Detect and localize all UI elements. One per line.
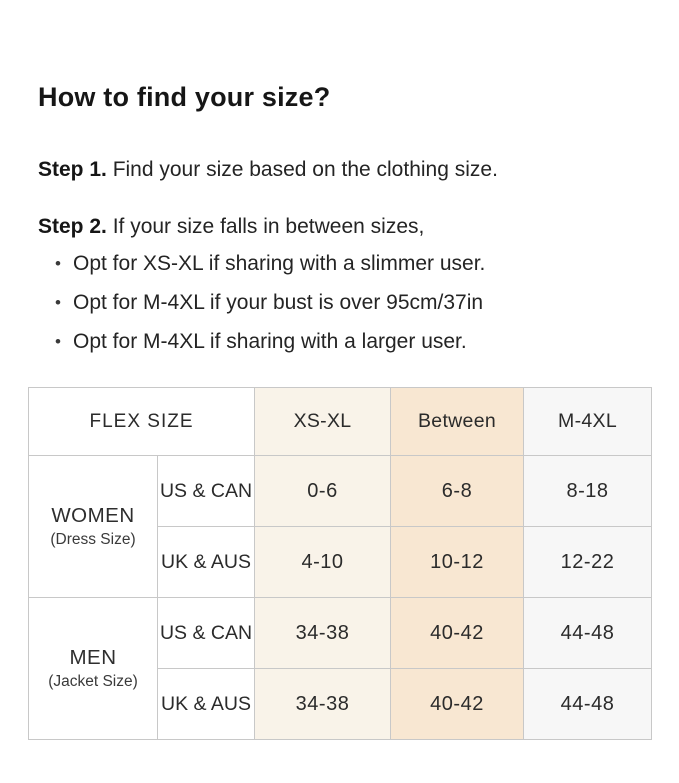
step-1-text: Find your size based on the clothing siz… [106, 158, 498, 181]
group-subtitle: (Jacket Size) [48, 673, 138, 690]
size-value-cell: 8-18 [523, 455, 652, 527]
group-cell-women: WOMEN (Dress Size) [28, 455, 158, 598]
list-item: • Opt for M-4XL if sharing with a larger… [55, 330, 649, 354]
flex-size-header-cell: FLEX SIZE [28, 387, 255, 456]
group-name: MEN [69, 646, 117, 669]
bullet-text: Opt for M-4XL if sharing with a larger u… [73, 330, 467, 353]
region-cell: UK & AUS [157, 668, 255, 740]
table-header-row: FLEX SIZE XS-XL Between M-4XL [28, 387, 652, 456]
table-row: UK & AUS 34-38 40-42 44-48 [29, 668, 652, 740]
step-2-label: Step 2. [38, 215, 107, 238]
bullet-icon: • [55, 254, 61, 273]
list-item: • Opt for XS-XL if sharing with a slimme… [55, 252, 649, 276]
bullet-text: Opt for XS-XL if sharing with a slimmer … [73, 252, 486, 275]
size-value-cell: 44-48 [523, 668, 652, 740]
page-title: How to find your size? [38, 82, 331, 112]
group-subtitle: (Dress Size) [50, 531, 136, 548]
size-chart-table: FLEX SIZE XS-XL Between M-4XL WOMEN (Dre… [28, 387, 652, 740]
size-value-cell: 6-8 [390, 455, 524, 527]
step-2-bullet-list: • Opt for XS-XL if sharing with a slimme… [38, 252, 649, 354]
table-row: UK & AUS 4-10 10-12 12-22 [29, 526, 652, 598]
size-value-cell: 4-10 [254, 526, 391, 598]
size-value-cell: 34-38 [254, 668, 391, 740]
size-value-cell: 0-6 [254, 455, 391, 527]
step-1-label: Step 1. [38, 158, 107, 181]
column-header-m-4xl: M-4XL [523, 387, 652, 456]
size-value-cell: 40-42 [390, 668, 524, 740]
bullet-icon: • [55, 293, 61, 312]
column-header-xs-xl: XS-XL [254, 387, 391, 456]
size-value-cell: 44-48 [523, 597, 652, 669]
table-row: WOMEN (Dress Size) US & CAN 0-6 6-8 8-18 [28, 455, 652, 598]
bullet-text: Opt for M-4XL if your bust is over 95cm/… [73, 291, 484, 314]
list-item: • Opt for M-4XL if your bust is over 95c… [55, 291, 649, 315]
size-guide-content: How to find your size? Step 1. Find your… [0, 0, 679, 354]
group-cell-men: MEN (Jacket Size) [28, 597, 158, 740]
step-1-line: Step 1. Find your size based on the clot… [38, 157, 649, 183]
bullet-icon: • [55, 332, 61, 351]
region-cell: US & CAN [157, 455, 255, 527]
group-name: WOMEN [51, 504, 135, 527]
column-header-between: Between [390, 387, 524, 456]
region-cell: US & CAN [157, 597, 255, 669]
size-value-cell: 10-12 [390, 526, 524, 598]
step-2-text: If your size falls in between sizes, [106, 215, 425, 238]
region-cell: UK & AUS [157, 526, 255, 598]
size-value-cell: 40-42 [390, 597, 524, 669]
step-2-line: Step 2. If your size falls in between si… [38, 214, 649, 240]
table-row: MEN (Jacket Size) US & CAN 34-38 40-42 4… [28, 597, 652, 740]
size-value-cell: 34-38 [254, 597, 391, 669]
size-value-cell: 12-22 [523, 526, 652, 598]
